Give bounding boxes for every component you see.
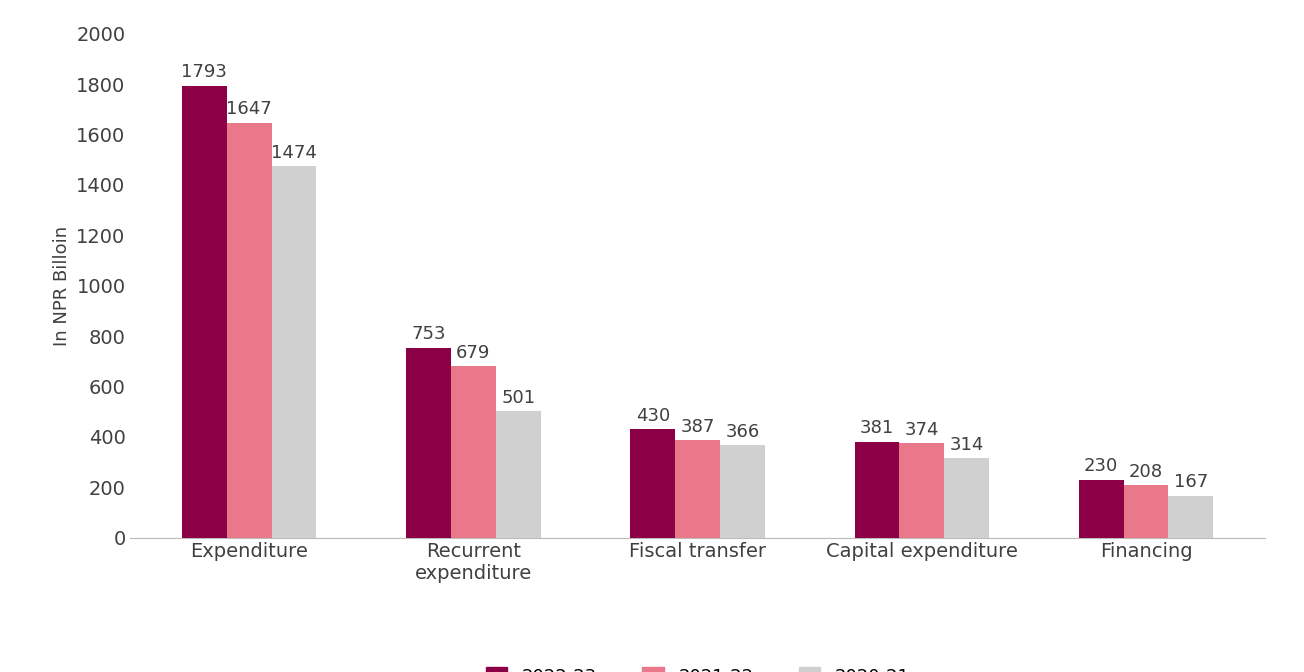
Bar — [496, 411, 541, 538]
Text: 208: 208 — [1129, 462, 1163, 480]
Bar — [1168, 495, 1213, 538]
Text: 314: 314 — [949, 436, 985, 454]
Text: 430: 430 — [635, 407, 670, 425]
Text: 381: 381 — [859, 419, 895, 437]
Bar — [900, 444, 944, 538]
Text: 1793: 1793 — [181, 63, 227, 81]
Bar — [271, 166, 317, 538]
Legend: 2022-23, 2021-22, 2020-21: 2022-23, 2021-22, 2020-21 — [477, 657, 918, 672]
Bar — [451, 366, 496, 538]
Text: 387: 387 — [681, 417, 715, 435]
Text: 679: 679 — [456, 344, 490, 362]
Text: 1647: 1647 — [227, 100, 273, 118]
Bar — [1078, 480, 1124, 538]
Text: 501: 501 — [501, 389, 536, 407]
Bar — [1124, 485, 1168, 538]
Bar — [944, 458, 990, 538]
Bar — [406, 348, 451, 538]
Bar — [720, 446, 765, 538]
Text: 1474: 1474 — [271, 144, 317, 162]
Bar — [227, 122, 271, 538]
Y-axis label: In NPR Billoin: In NPR Billoin — [52, 226, 70, 345]
Bar — [675, 440, 720, 538]
Bar — [183, 86, 227, 538]
Text: 366: 366 — [725, 423, 760, 441]
Text: 374: 374 — [905, 421, 939, 439]
Text: 230: 230 — [1084, 457, 1119, 475]
Bar — [854, 442, 900, 538]
Text: 753: 753 — [411, 325, 446, 343]
Bar — [630, 429, 675, 538]
Text: 167: 167 — [1174, 473, 1208, 491]
